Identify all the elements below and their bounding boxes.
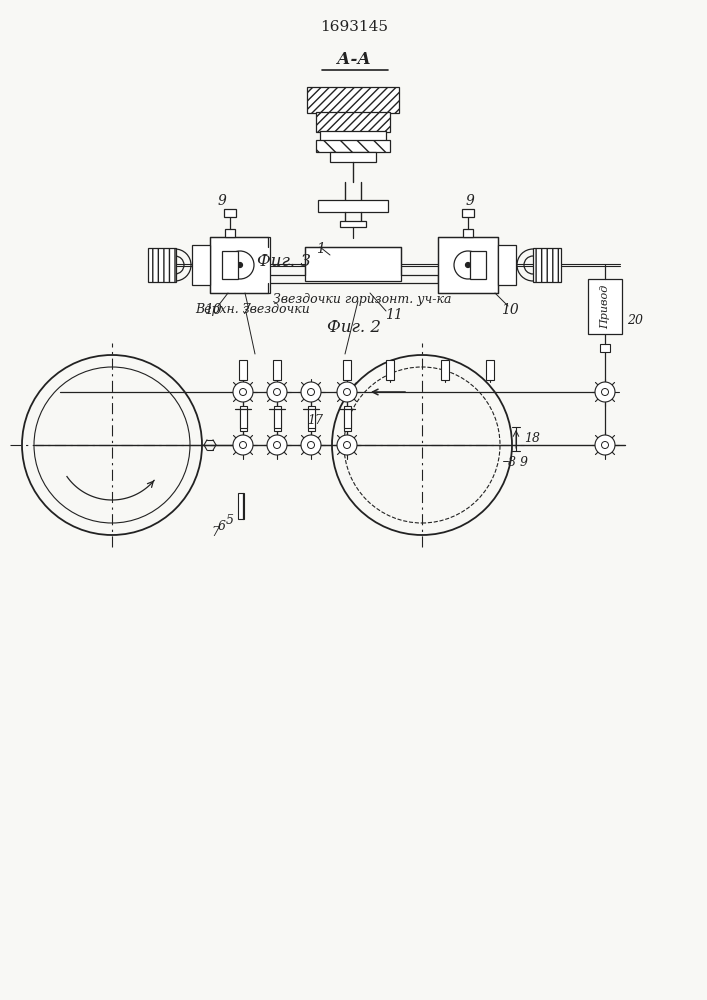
- Bar: [239, 360, 247, 380]
- Bar: [462, 209, 474, 217]
- Bar: [238, 493, 244, 519]
- Text: 18: 18: [524, 432, 540, 446]
- Circle shape: [337, 435, 357, 455]
- Bar: [308, 406, 315, 428]
- Bar: [498, 245, 516, 285]
- Circle shape: [301, 382, 321, 402]
- Bar: [470, 251, 486, 279]
- Text: 10: 10: [501, 303, 519, 317]
- Text: 9: 9: [466, 194, 474, 208]
- Text: 8 9: 8 9: [508, 456, 528, 470]
- Text: 20: 20: [627, 314, 643, 326]
- Circle shape: [344, 442, 351, 448]
- Circle shape: [595, 382, 615, 402]
- Bar: [308, 409, 315, 431]
- Circle shape: [274, 442, 281, 448]
- Bar: [386, 360, 394, 380]
- Text: Фиг. 3: Фиг. 3: [257, 253, 311, 270]
- Bar: [148, 248, 176, 282]
- Text: 17: 17: [307, 414, 323, 428]
- Bar: [344, 409, 351, 431]
- Circle shape: [595, 435, 615, 455]
- Text: 5: 5: [226, 514, 234, 528]
- Circle shape: [465, 262, 470, 267]
- Bar: [274, 409, 281, 431]
- Text: 11: 11: [385, 308, 403, 322]
- Bar: [273, 360, 281, 380]
- Text: 1: 1: [316, 242, 325, 256]
- Text: 7: 7: [211, 526, 219, 540]
- Circle shape: [240, 388, 247, 395]
- Bar: [305, 247, 401, 281]
- Text: 9: 9: [218, 194, 226, 208]
- Bar: [210, 237, 270, 293]
- Bar: [307, 87, 399, 113]
- Circle shape: [602, 442, 609, 448]
- Circle shape: [308, 442, 315, 448]
- Circle shape: [267, 435, 287, 455]
- Circle shape: [240, 442, 247, 448]
- Bar: [600, 344, 610, 352]
- Circle shape: [308, 388, 315, 395]
- Circle shape: [602, 388, 609, 395]
- Bar: [240, 406, 247, 428]
- Text: Привод: Привод: [600, 284, 610, 329]
- Bar: [438, 237, 498, 293]
- Text: Верхн. звездочки: Верхн. звездочки: [195, 304, 310, 316]
- Circle shape: [233, 435, 253, 455]
- Text: 6: 6: [218, 520, 226, 534]
- Bar: [192, 245, 210, 285]
- Bar: [274, 406, 281, 428]
- Bar: [588, 279, 622, 334]
- Text: Фиг. 2: Фиг. 2: [327, 320, 381, 336]
- Bar: [533, 248, 561, 282]
- Circle shape: [238, 262, 243, 267]
- Circle shape: [337, 382, 357, 402]
- Text: 10: 10: [204, 303, 222, 317]
- Text: А-А: А-А: [337, 51, 371, 68]
- Bar: [340, 221, 366, 227]
- Circle shape: [344, 388, 351, 395]
- Bar: [225, 229, 235, 237]
- Bar: [316, 112, 390, 132]
- Bar: [441, 360, 449, 380]
- Text: Звездочки горизонт. уч-ка: Звездочки горизонт. уч-ка: [273, 292, 452, 306]
- Circle shape: [301, 435, 321, 455]
- Bar: [318, 200, 388, 212]
- Circle shape: [267, 382, 287, 402]
- Bar: [343, 360, 351, 380]
- Circle shape: [233, 382, 253, 402]
- Bar: [316, 140, 390, 152]
- Bar: [463, 229, 473, 237]
- Text: 7: 7: [242, 303, 250, 317]
- Bar: [320, 131, 386, 142]
- Bar: [240, 409, 247, 431]
- Bar: [222, 251, 238, 279]
- Text: 1693145: 1693145: [320, 20, 388, 34]
- Bar: [224, 209, 236, 217]
- Bar: [486, 360, 494, 380]
- Bar: [344, 406, 351, 428]
- Bar: [330, 152, 376, 162]
- Circle shape: [274, 388, 281, 395]
